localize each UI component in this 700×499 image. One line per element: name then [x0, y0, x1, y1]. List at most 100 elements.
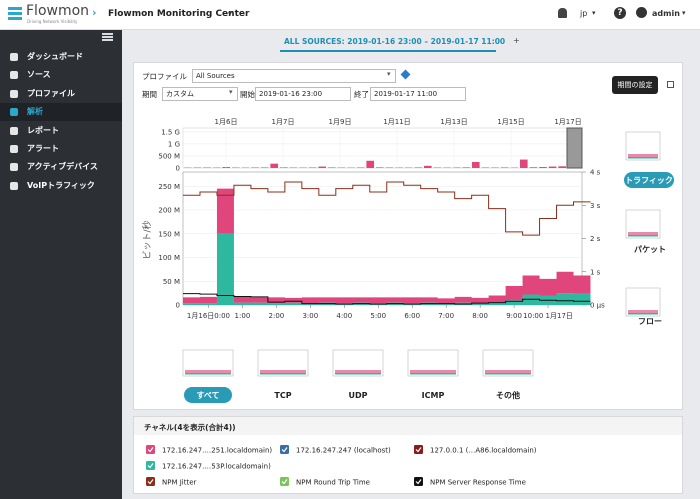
channel-checkbox[interactable] [146, 477, 155, 486]
overview-bar [558, 166, 566, 168]
user-caret[interactable]: ▾ [682, 9, 686, 17]
hamburger[interactable] [102, 33, 113, 35]
thumbnail-graphic [628, 232, 658, 236]
menu-item[interactable]: アクティブデバイス [0, 158, 122, 176]
menu-item[interactable]: アラート [0, 140, 122, 158]
area-series [183, 188, 591, 304]
overview-bar [424, 165, 432, 168]
channel-checkbox[interactable] [414, 477, 423, 486]
view-label: パケット [634, 244, 666, 254]
menu-label: レポート [27, 125, 59, 135]
checkmark [281, 447, 288, 453]
x-tick-label: 5:00 [370, 312, 386, 320]
protocol-label: TCP [274, 391, 291, 400]
overview-y-tick-label: 1 G [168, 140, 180, 148]
period-caret[interactable]: ▾ [229, 88, 233, 96]
overview-y-tick-label: 0 [176, 165, 180, 173]
settings-icon[interactable] [667, 81, 674, 88]
period-label: 期間 [142, 90, 157, 99]
x-tick-label: 1:00 [235, 312, 251, 320]
overview-x-label: 1月6日 [215, 118, 238, 126]
overview-bar [260, 167, 269, 168]
y2-tick-label: 1 s [590, 268, 601, 276]
y2-tick-label: 4 s [590, 169, 601, 177]
period-select[interactable]: カスタム [162, 87, 238, 101]
y-tick-label: 0 [176, 302, 180, 310]
user[interactable]: admin [652, 9, 680, 18]
x-tick-label: 10:00 1月17日 [523, 312, 573, 320]
channel-name: NPM Jitter [162, 479, 197, 487]
checkmark [147, 479, 154, 485]
protocol-label: すべて [196, 391, 219, 400]
lang[interactable]: jp [580, 9, 588, 18]
y2-tick-label: 0 μs [590, 302, 605, 310]
channels-panel: チャネル(4を表示(合計4)) [133, 416, 683, 494]
channel-checkbox[interactable] [280, 445, 289, 454]
view-button[interactable] [624, 172, 674, 188]
user-icon[interactable] [636, 7, 647, 18]
channel-checkbox[interactable] [146, 445, 155, 454]
channel-name: 172.16.247.247 (localhost) [296, 447, 391, 455]
menu-item[interactable]: ダッシュボード [0, 48, 122, 66]
tab[interactable]: ALL SOURCES: 2019-01-16 23:00 – 2019-01-… [284, 37, 506, 46]
channel-checkbox[interactable] [414, 445, 423, 454]
tab-add[interactable]: + [513, 36, 520, 45]
x-tick-label: 2:00 [269, 312, 285, 320]
overview-bar [280, 167, 288, 168]
thumbnail-graphic [628, 310, 658, 314]
overview-bar [366, 160, 374, 168]
menu-label: アクティブデバイス [27, 162, 98, 172]
menu-label: ソース [27, 70, 51, 80]
channel-name: 172.16.247.…251.localdomain) [162, 447, 272, 455]
overview-frame [182, 127, 583, 169]
menu-icon [10, 71, 18, 80]
menu-item[interactable]: ソース [0, 66, 122, 84]
view-label: トラフィック [625, 175, 673, 185]
overview-x-label: 1月17日 [554, 118, 581, 126]
channel-name: 127.0.0.1 (…A86.localdomain) [430, 447, 537, 455]
line-series [183, 293, 591, 305]
app-name[interactable]: Flowmon Monitoring Center [108, 9, 250, 19]
app-caret[interactable]: ▾ [228, 9, 233, 18]
y-tick-label: 50 M [163, 278, 180, 286]
menu-item[interactable]: プロファイル [0, 85, 122, 103]
overview-bar [318, 166, 326, 168]
channel-name: NPM Server Response Time [430, 479, 526, 487]
apply-button[interactable]: 期間の設定 [612, 76, 658, 94]
help-icon[interactable]: ? [614, 7, 626, 19]
menu-item[interactable]: VoIPトラフィック [0, 177, 122, 195]
channels-title: チャネル(4を表示(合計4)) [144, 423, 236, 432]
overview-bar [270, 163, 278, 168]
menu-label: 解析 [27, 107, 43, 117]
thumbnail-graphic [260, 370, 306, 374]
thumbnail-graphic [628, 313, 658, 315]
start-input[interactable]: 2019-01-16 23:00 [255, 87, 351, 101]
menu-item[interactable]: 解析 [0, 103, 122, 122]
menu-label: ダッシュボード [27, 52, 83, 61]
y-axis-label: ビット/秒 [141, 220, 153, 259]
tab-underline [280, 50, 496, 52]
profile-caret[interactable]: ▾ [387, 70, 391, 78]
bell-icon[interactable] [558, 8, 567, 18]
plot-frame [182, 171, 583, 306]
checkmark [147, 463, 154, 469]
channel-checkbox[interactable] [280, 477, 289, 486]
thumbnail-graphic [335, 373, 381, 375]
lang-caret[interactable]: ▾ [592, 9, 596, 17]
profile-select[interactable]: All Sources [192, 69, 396, 83]
channel-checkbox[interactable] [146, 461, 155, 470]
y2-tick-label: 2 s [590, 235, 601, 243]
sidebar: ダッシュボード ソースプロファイル解析レポートアラートアクティブデバイス VoIPト… [0, 30, 122, 499]
menu-icon [10, 108, 18, 117]
thumbnail-graphic [185, 373, 231, 375]
menu-item[interactable]: レポート [0, 122, 122, 140]
start-label: 開始 [240, 90, 255, 99]
menu-label: アラート [27, 144, 59, 153]
protocol-button[interactable] [184, 387, 232, 403]
end-input[interactable]: 2019-01-17 11:00 [370, 87, 466, 101]
overview-y-tick-label: 500 M [158, 152, 180, 160]
overview-bar [328, 167, 336, 168]
overview-bar [462, 167, 470, 168]
menu-icon [10, 163, 18, 172]
